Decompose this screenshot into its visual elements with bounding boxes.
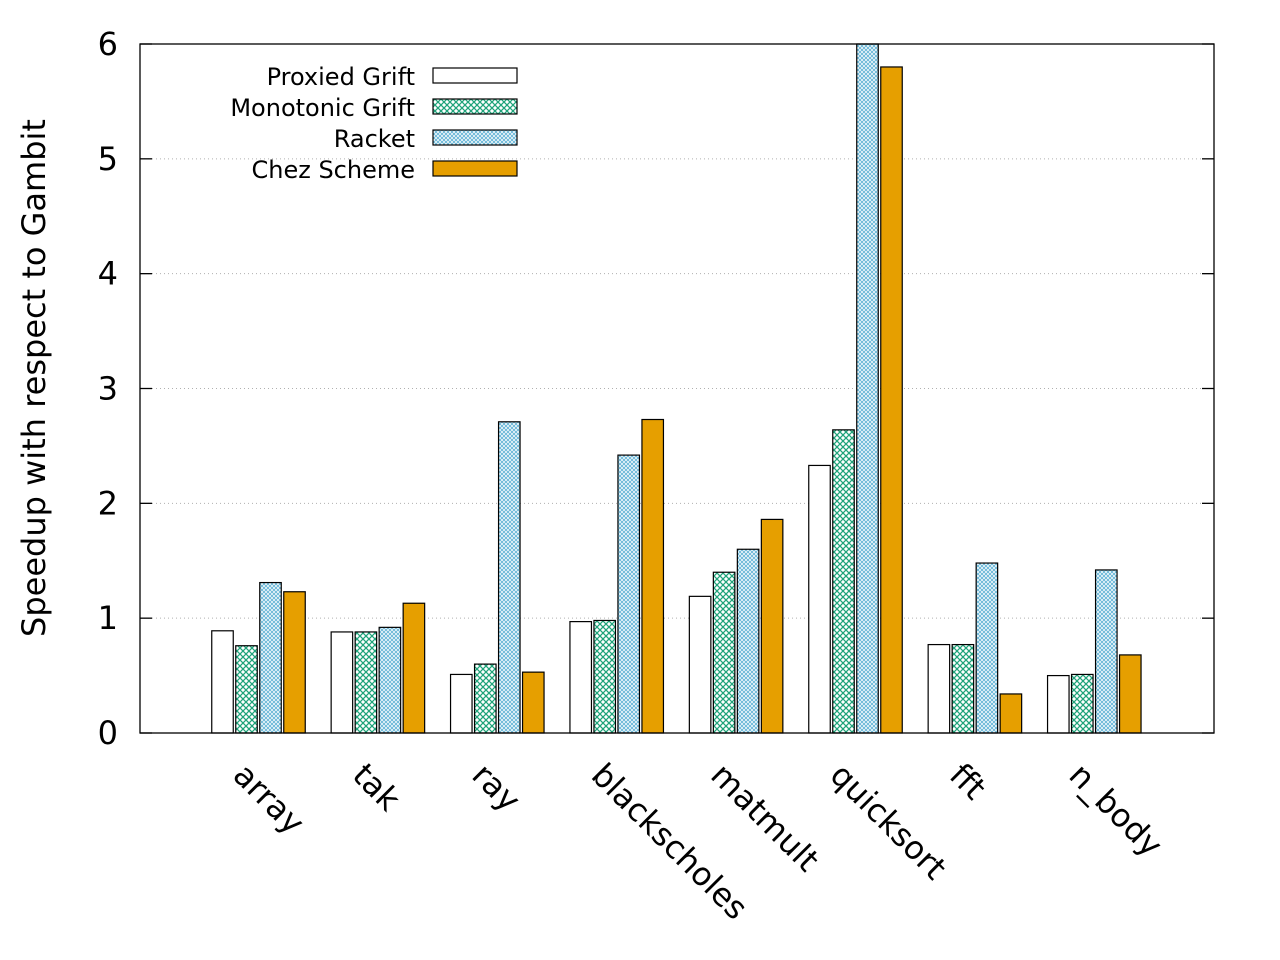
y-tick-label: 1 <box>98 599 118 637</box>
bar-n_body-proxied-grift <box>1046 674 1070 734</box>
bar-fft-monotonic-grift <box>951 643 975 734</box>
y-tick-label: 0 <box>98 714 118 752</box>
grid-lines <box>140 158 1214 619</box>
bar-fft-chez-scheme <box>999 693 1023 734</box>
bar-tak-chez-scheme <box>402 602 426 734</box>
bar-tak-monotonic-grift <box>354 631 378 734</box>
bar-matmult-proxied-grift <box>688 595 712 734</box>
bar-matmult-monotonic-grift <box>712 571 736 734</box>
legend-label: Chez Scheme <box>251 156 415 184</box>
legend-label: Racket <box>334 125 415 153</box>
bar-quicksort-racket <box>856 43 879 734</box>
bar-array-proxied-grift <box>211 630 234 734</box>
y-tick-label: 2 <box>98 484 118 522</box>
legend-label: Monotonic Grift <box>230 94 415 122</box>
legend-swatch <box>432 160 518 177</box>
bar-quicksort-monotonic-grift <box>832 429 855 734</box>
y-axis-label: Speedup with respect to Gambit <box>15 119 53 637</box>
bar-matmult-racket <box>736 548 760 734</box>
y-tick-label: 3 <box>98 370 118 408</box>
bar-quicksort-chez-scheme <box>880 66 903 734</box>
bar-blackscholes-racket <box>617 454 641 734</box>
legend-swatch <box>432 129 518 146</box>
bar-ray-chez-scheme <box>521 671 545 734</box>
x-axis-category-labels: array tak ray blackscholesmatmultquicksortf… <box>226 756 1170 927</box>
bar-n_body-chez-scheme <box>1118 654 1142 734</box>
legend-label: Proxied Grift <box>267 63 415 91</box>
x-category-label: array <box>226 756 312 842</box>
legend: Proxied Grift Monotonic Grift Racket Chez S… <box>230 63 518 184</box>
y-tick-label: 6 <box>98 25 118 63</box>
bars <box>211 43 1142 734</box>
bar-fft-proxied-grift <box>927 643 951 734</box>
y-tick-label: 5 <box>98 140 118 178</box>
bar-tak-proxied-grift <box>330 631 354 734</box>
x-category-label: ray <box>465 756 528 819</box>
bar-blackscholes-monotonic-grift <box>593 619 617 734</box>
bar-n_body-racket <box>1094 569 1118 734</box>
x-category-label: tak <box>345 756 408 819</box>
bar-blackscholes-chez-scheme <box>641 418 665 734</box>
bar-matmult-chez-scheme <box>760 518 784 734</box>
bar-array-monotonic-grift <box>235 645 258 734</box>
x-category-label: matmult <box>703 756 826 879</box>
x-category-label: fft <box>942 756 993 807</box>
bar-tak-racket <box>378 626 402 734</box>
bar-n_body-monotonic-grift <box>1070 673 1094 734</box>
y-axis-ticks: 0 1 2 3 4 5 6 <box>98 25 1214 752</box>
x-category-label: quicksort <box>823 756 954 887</box>
bar-array-chez-scheme <box>283 591 306 734</box>
bar-blackscholes-proxied-grift <box>569 621 593 734</box>
bar-ray-racket <box>497 421 521 734</box>
legend-swatch <box>432 98 518 115</box>
bar-fft-racket <box>975 562 999 734</box>
bar-quicksort-proxied-grift <box>808 464 831 734</box>
x-category-label: n_body <box>1062 756 1170 864</box>
legend-swatch <box>432 67 518 84</box>
bar-ray-proxied-grift <box>449 673 473 734</box>
bar-ray-monotonic-grift <box>473 663 497 734</box>
bar-array-racket <box>259 581 282 734</box>
y-tick-label: 4 <box>98 255 118 293</box>
